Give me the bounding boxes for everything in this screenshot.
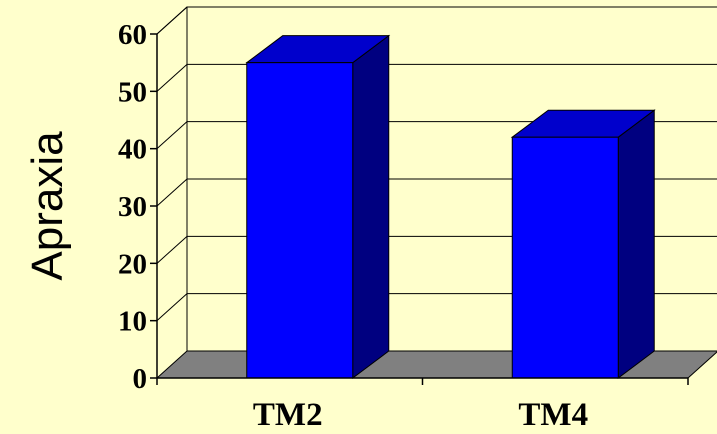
gridline-side bbox=[156, 63, 188, 92]
x-category-label: TM4 bbox=[518, 397, 588, 433]
bars bbox=[245, 34, 656, 379]
y-tick-label: 10 bbox=[118, 306, 147, 338]
y-tick-label: 40 bbox=[118, 134, 147, 166]
y-tick-label: 20 bbox=[118, 248, 147, 280]
bar-front-face bbox=[511, 136, 619, 379]
bar-tm2 bbox=[245, 34, 391, 379]
gridline-side bbox=[156, 178, 188, 207]
y-tick-label: 30 bbox=[118, 191, 147, 223]
bar-front-face bbox=[246, 62, 354, 379]
gridline-side bbox=[156, 293, 188, 322]
bar-side-face bbox=[617, 109, 655, 379]
y-tick-labels: 0 10 20 30 40 50 60 bbox=[118, 19, 157, 395]
bar-tm4 bbox=[510, 109, 656, 379]
y-tick-label: 0 bbox=[133, 363, 148, 395]
bar-side-face bbox=[352, 34, 390, 379]
x-category-label: TM2 bbox=[253, 397, 323, 433]
x-category-labels: TM2 TM4 bbox=[156, 378, 689, 433]
gridline-side bbox=[156, 235, 188, 264]
y-axis-label: Apraxia bbox=[23, 131, 72, 281]
y-tick-label: 50 bbox=[118, 76, 147, 108]
gridline-side bbox=[156, 121, 188, 150]
y-tick-label: 60 bbox=[118, 19, 147, 51]
y-axis-top-edge bbox=[156, 6, 188, 35]
